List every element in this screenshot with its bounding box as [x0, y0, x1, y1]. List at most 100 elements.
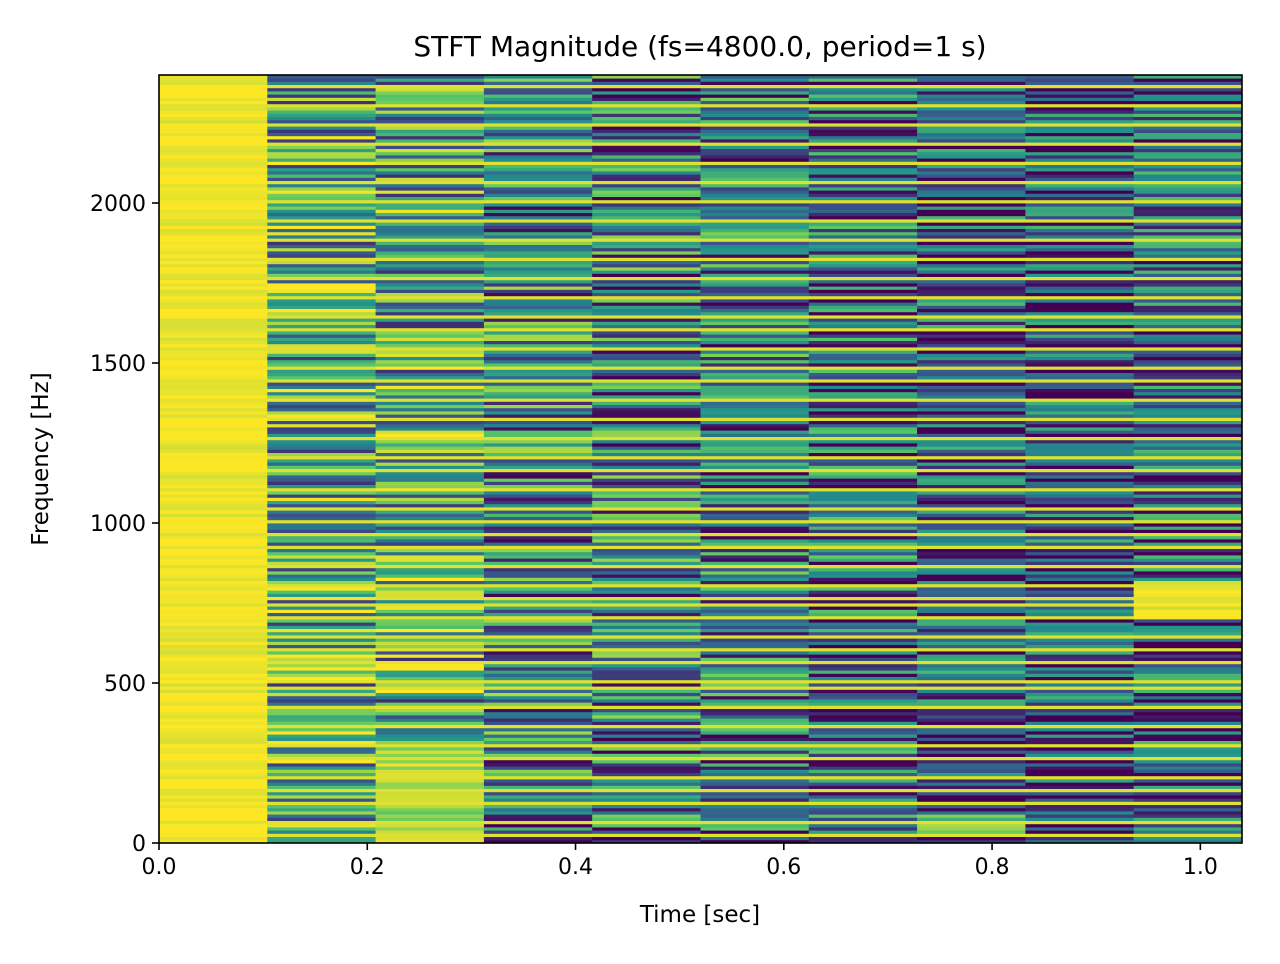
spectrogram-cell — [808, 103, 918, 108]
spectrogram-cell — [483, 382, 593, 386]
spectrogram-cell — [592, 295, 701, 300]
spectrogram-cell — [592, 190, 701, 194]
spectrogram-cell — [917, 443, 1026, 447]
spectrogram-cell — [267, 388, 376, 393]
spectrogram-cell — [592, 663, 701, 668]
spectrogram-cell — [917, 97, 1026, 101]
spectrogram-cell — [159, 414, 268, 418]
spectrogram-cell — [375, 439, 485, 444]
spectrogram-cell — [700, 529, 810, 533]
spectrogram-cell — [267, 391, 376, 396]
spectrogram-cell — [808, 283, 918, 287]
spectrogram-cell — [917, 132, 1026, 137]
spectrogram-cell — [483, 759, 593, 764]
spectrogram-cell — [1025, 196, 1135, 201]
spectrogram-cell — [375, 798, 485, 802]
spectrogram-cell — [1025, 609, 1135, 613]
spectrogram-cell — [592, 599, 701, 604]
spectrogram-cell — [159, 446, 268, 450]
spectrogram-cell — [592, 596, 701, 601]
spectrogram-cell — [159, 75, 268, 79]
spectrogram-cell — [159, 94, 268, 98]
spectrogram-cell — [375, 471, 485, 476]
spectrogram-cell — [267, 110, 376, 114]
spectrogram-cell — [808, 599, 918, 604]
spectrogram-cell — [1025, 327, 1135, 332]
spectrogram-cell — [267, 740, 376, 745]
spectrogram-cell — [1133, 708, 1243, 713]
spectrogram-cell — [700, 804, 810, 809]
spectrogram-cell — [592, 206, 701, 210]
spectrogram-cell — [592, 276, 701, 281]
spectrogram-cell — [375, 110, 485, 114]
spectrogram-cell — [483, 593, 593, 597]
spectrogram-cell — [159, 84, 268, 89]
spectrogram-cell — [483, 641, 593, 645]
spectrogram-cell — [592, 452, 701, 457]
spectrogram-cell — [375, 321, 485, 325]
spectrogram-cell — [1133, 369, 1243, 373]
spectrogram-cell — [700, 311, 810, 316]
spectrogram-cell — [1025, 625, 1135, 629]
spectrogram-cell — [1025, 116, 1135, 121]
spectrogram-cell — [375, 654, 485, 658]
spectrogram-cell — [700, 785, 810, 789]
spectrogram-cell — [267, 654, 376, 658]
spectrogram-cell — [375, 772, 485, 777]
spectrogram-cell — [592, 545, 701, 549]
spectrogram-cell — [1133, 539, 1243, 543]
spectrogram-cell — [375, 359, 485, 364]
spectrogram-cell — [375, 628, 485, 633]
spectrogram-cell — [375, 747, 485, 751]
spectrogram-cell — [808, 196, 918, 201]
spectrogram-cell — [808, 391, 918, 396]
spectrogram-cell — [1025, 289, 1135, 293]
spectrogram-cell — [592, 462, 701, 466]
spectrogram-cell — [159, 612, 268, 617]
spectrogram-cell — [1133, 455, 1243, 460]
spectrogram-cell — [1133, 801, 1243, 805]
spectrogram-cell — [592, 753, 701, 757]
spectrogram-cell — [483, 692, 593, 697]
spectrogram-cell — [592, 443, 701, 447]
spectrogram-cell — [808, 529, 918, 533]
spectrogram-cell — [375, 443, 485, 447]
spectrogram-cell — [159, 225, 268, 229]
spectrogram-cell — [483, 103, 593, 108]
spectrogram-cell — [1133, 174, 1243, 178]
spectrogram-cell — [1025, 766, 1135, 770]
spectrogram-cell — [483, 817, 593, 821]
spectrogram-cell — [267, 340, 376, 345]
spectrogram-cell — [159, 471, 268, 476]
spectrogram-cell — [375, 529, 485, 533]
spectrogram-cell — [700, 340, 810, 345]
spectrogram-cell — [808, 708, 918, 713]
spectrogram-cell — [700, 305, 810, 309]
spectrogram-cell — [267, 587, 376, 591]
spectrogram-cell — [1133, 769, 1243, 773]
spectrogram-cell — [700, 331, 810, 335]
spectrogram-cell — [1025, 91, 1135, 95]
spectrogram-cell — [375, 497, 485, 501]
spectrogram-cell — [483, 523, 593, 527]
spectrogram-cell — [1025, 484, 1135, 489]
spectrogram-cell — [700, 686, 810, 690]
spectrogram-cell — [808, 257, 918, 261]
spectrogram-cell — [700, 724, 810, 729]
spectrogram-cell — [1133, 363, 1243, 367]
spectrogram-cell — [1025, 740, 1135, 745]
spectrogram-cell — [592, 142, 701, 146]
spectrogram-cell — [483, 702, 593, 706]
spectrogram-cell — [700, 820, 810, 825]
spectrogram-cell — [483, 699, 593, 703]
spectrogram-cell — [159, 516, 268, 521]
spectrogram-cell — [592, 132, 701, 137]
spectrogram-cell — [483, 161, 593, 165]
spectrogram-cell — [808, 750, 918, 754]
spectrogram-cell — [483, 644, 593, 649]
spectrogram-cell — [917, 279, 1026, 284]
spectrogram-cell — [917, 609, 1026, 613]
spectrogram-cell — [700, 670, 810, 674]
spectrogram-cell — [700, 171, 810, 175]
spectrogram-cell — [1133, 286, 1243, 290]
